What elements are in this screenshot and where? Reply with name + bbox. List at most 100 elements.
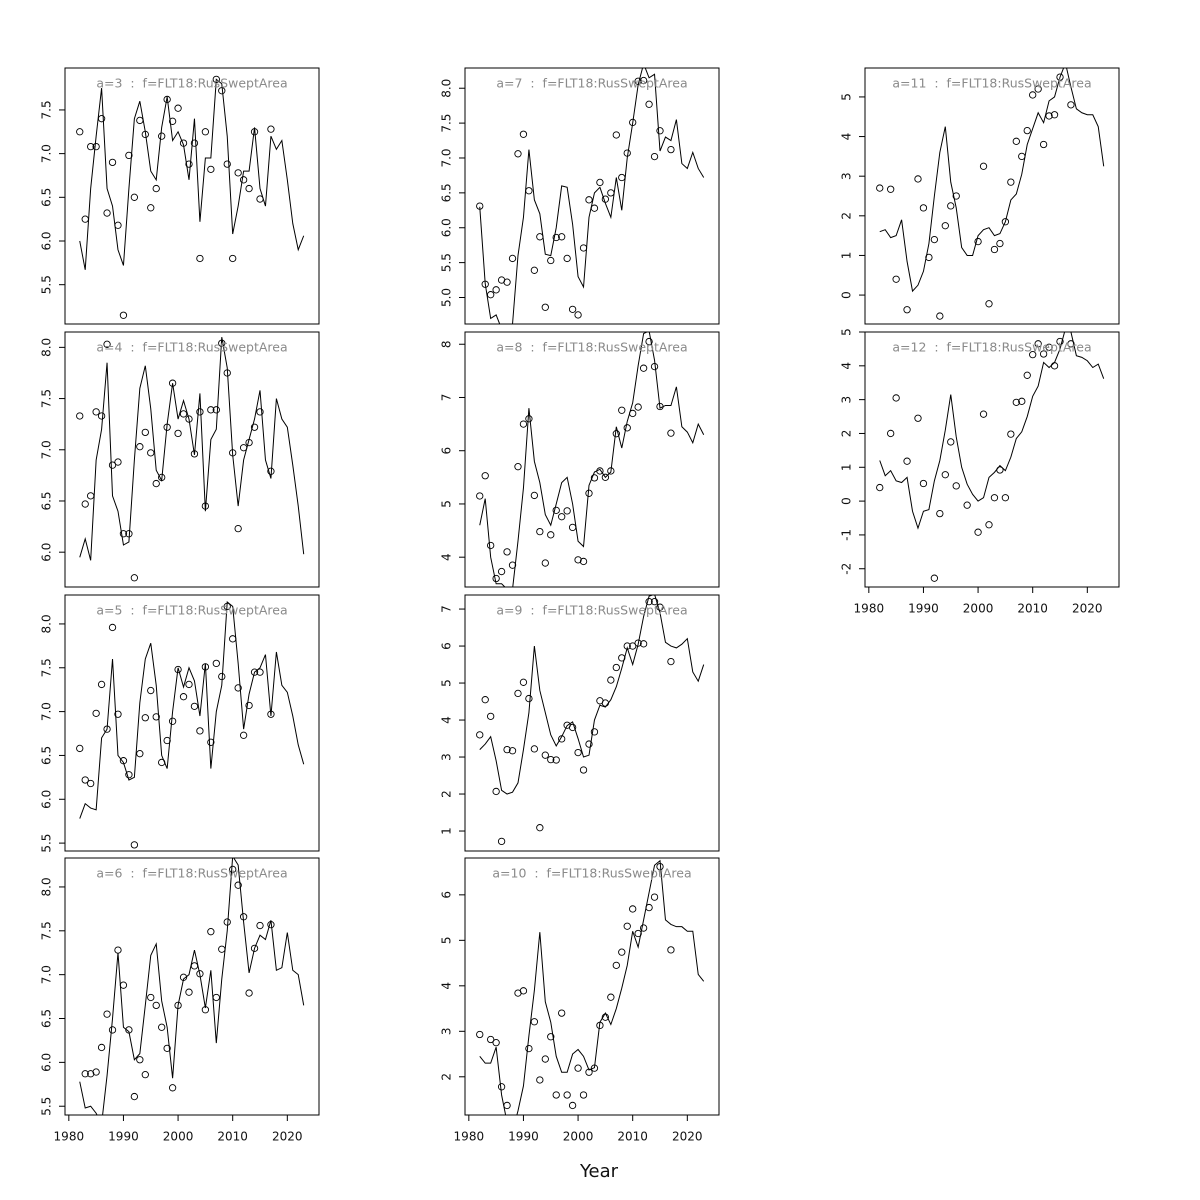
data-point [601, 195, 610, 203]
data-point [667, 946, 675, 954]
data-point [239, 444, 248, 452]
data-point [119, 757, 128, 765]
data-point [1050, 111, 1059, 119]
data-point [979, 162, 988, 170]
data-point [947, 202, 955, 210]
data-point [147, 449, 155, 457]
data-point [81, 215, 89, 223]
data-point [229, 449, 237, 457]
data-point [476, 731, 484, 739]
data-point [985, 300, 993, 308]
data-point [887, 429, 895, 438]
x-tick-label: 1990 [108, 1130, 139, 1144]
y-tick-label: 3 [840, 172, 854, 180]
data-point [579, 1091, 588, 1099]
y-tick-label: 7.5 [440, 114, 454, 133]
data-point [930, 235, 939, 244]
y-tick-label: 6 [440, 642, 454, 650]
data-point [623, 642, 631, 650]
y-tick-label: 5.5 [40, 1097, 54, 1116]
data-point [239, 176, 248, 184]
data-point [1029, 91, 1037, 99]
panel-title: a=6 : f=FLT18:RusSweptArea [96, 866, 287, 881]
data-point [229, 635, 237, 643]
panel-frame [64, 857, 320, 1116]
y-tick-label: 4 [840, 362, 854, 370]
data-point [607, 467, 615, 475]
y-tick-label: 0 [840, 497, 854, 505]
data-point [487, 1035, 495, 1044]
data-point [1007, 178, 1015, 186]
data-point [558, 513, 566, 521]
data-point [552, 1091, 560, 1099]
data-point [919, 479, 928, 488]
y-tick-label: 6 [440, 891, 454, 899]
plot-area [76, 601, 305, 849]
data-point [936, 312, 944, 320]
data-point [639, 640, 648, 648]
y-tick-label: 5 [440, 679, 454, 687]
y-tick-label: 6.0 [40, 543, 54, 562]
y-tick-label: 3 [440, 753, 454, 761]
data-point [201, 502, 210, 510]
plot-area [76, 75, 305, 319]
data-point [81, 1070, 89, 1078]
data-point [174, 665, 182, 674]
data-point [229, 254, 237, 263]
data-point [267, 710, 275, 718]
data-point [541, 751, 549, 759]
data-point [914, 414, 922, 422]
data-point [536, 527, 544, 536]
data-point [629, 642, 637, 650]
series-line [79, 601, 305, 819]
data-point [1001, 218, 1010, 226]
data-point [196, 727, 204, 735]
data-point [245, 438, 253, 447]
y-tick-label: 8.0 [440, 79, 454, 98]
data-point [218, 945, 226, 953]
data-point [552, 506, 560, 514]
data-point [185, 988, 193, 996]
y-tick-label: 6.5 [40, 746, 54, 765]
data-point [218, 672, 226, 681]
data-point [179, 693, 188, 701]
y-tick-label: 6.5 [40, 188, 54, 207]
data-point [530, 1018, 539, 1026]
data-point [519, 130, 528, 138]
data-point [212, 659, 220, 668]
data-point [201, 663, 210, 671]
data-point [163, 95, 171, 104]
data-point [508, 561, 517, 569]
data-point [163, 423, 171, 431]
data-point [519, 420, 528, 428]
panel-frame [464, 67, 720, 325]
data-point [492, 787, 500, 796]
data-point [190, 702, 199, 710]
data-point [234, 169, 242, 177]
data-point [174, 1001, 182, 1010]
data-point [201, 1006, 210, 1014]
series-line [479, 859, 705, 1115]
panel-frame [464, 594, 720, 852]
x-tick-label: 2010 [617, 1130, 648, 1144]
data-point [130, 1092, 139, 1101]
data-point [519, 987, 528, 995]
data-point [256, 408, 264, 416]
data-point [536, 1076, 544, 1084]
y-tick-label: 6.0 [440, 218, 454, 237]
data-point [525, 415, 533, 423]
data-point [497, 1083, 506, 1091]
data-point [919, 204, 928, 212]
data-point [590, 728, 599, 736]
data-point [629, 409, 637, 418]
panel-title: a=9 : f=FLT18:RusSweptArea [496, 603, 687, 618]
data-point [487, 291, 495, 299]
data-point [76, 744, 84, 753]
data-point [1018, 152, 1026, 161]
data-point [1067, 101, 1075, 109]
y-tick-label: 4 [840, 133, 854, 141]
data-point [585, 489, 593, 497]
data-point [650, 893, 659, 901]
data-point [218, 339, 226, 347]
data-point [1012, 137, 1020, 145]
